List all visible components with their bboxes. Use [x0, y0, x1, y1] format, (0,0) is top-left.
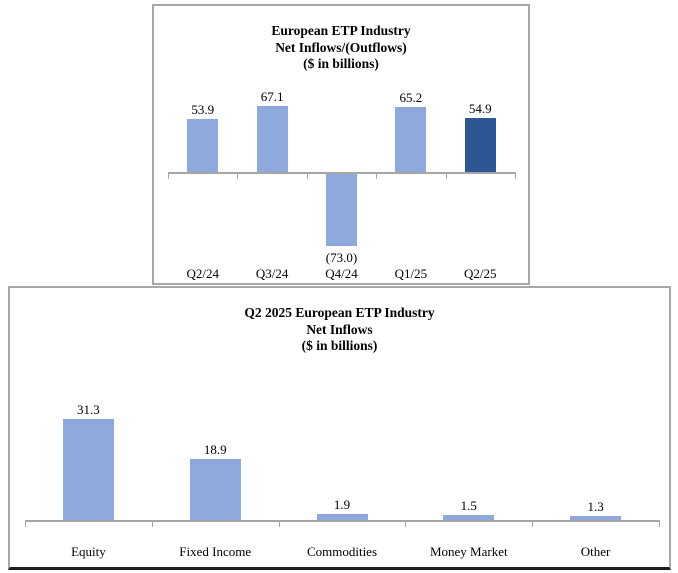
x-axis-tick	[25, 520, 26, 527]
asset-class-flows-chart-panel: Q2 2025 European ETP Industry Net Inflow…	[8, 286, 671, 570]
category-label: Other	[580, 544, 611, 559]
bar-value-label: 1.5	[460, 498, 477, 514]
bar-commodities	[316, 513, 368, 520]
chart-title-block: Q2 2025 European ETP Industry Net Inflow…	[10, 288, 669, 355]
category-label: Commodities	[306, 544, 378, 559]
x-axis-line	[168, 172, 515, 174]
asset-class-flows-plot-area: 31.3 Equity 18.9 Fixed Income 1.9 Commodities…	[10, 288, 669, 567]
x-axis-tick	[659, 520, 660, 527]
x-axis-tick	[278, 520, 280, 527]
x-axis-tick	[237, 172, 239, 179]
bar-value-label: 31.3	[77, 402, 100, 418]
bar-value-label: 54.9	[468, 100, 492, 116]
x-axis-tick	[306, 172, 308, 179]
quarterly-flows-plot-area: 53.9 Q2/24 67.1 Q3/24 (73.0) Q4/24 65.2 Q1/25 54…	[154, 6, 528, 283]
x-axis-tick	[445, 172, 447, 179]
x-axis-line	[25, 520, 659, 522]
x-axis-tick	[515, 172, 516, 179]
bar-value-label: 65.2	[399, 90, 423, 106]
bar-fixed-income	[189, 459, 241, 520]
bar-value-label: 67.1	[260, 88, 284, 104]
x-axis-tick	[405, 520, 407, 527]
chart-title-block: European ETP Industry Net Inflows/(Outfl…	[154, 6, 528, 73]
category-label: Q3/24	[255, 266, 289, 281]
bar-q2-25	[464, 117, 496, 172]
category-label: Fixed Income	[179, 544, 252, 559]
bar-q2-24	[187, 118, 219, 172]
bar-value-label: 1.3	[587, 498, 604, 514]
category-label: Q2/25	[464, 266, 497, 281]
bar-value-label: 1.9	[333, 496, 351, 512]
chart-units-label: ($ in billions)	[301, 338, 378, 353]
chart-title-line-1: Q2 2025 European ETP Industry	[244, 305, 435, 320]
x-axis-tick	[168, 172, 169, 179]
chart-title-line-1: European ETP Industry	[271, 23, 411, 38]
x-axis-tick	[532, 520, 534, 527]
category-label: Q1/25	[394, 266, 428, 281]
bar-q1-25	[395, 107, 427, 172]
x-axis-tick	[376, 172, 378, 179]
bar-q3-24	[256, 105, 288, 172]
chart-title-line-2: Net Inflows	[306, 321, 373, 337]
bar-q4-24	[326, 174, 357, 247]
x-axis-tick	[151, 520, 153, 527]
bar-value-label: 53.9	[191, 101, 215, 117]
bar-money-market	[443, 515, 495, 520]
category-label: Equity	[71, 544, 106, 559]
category-label: Q2/24	[186, 266, 219, 281]
quarterly-flows-chart-panel: European ETP Industry Net Inflows/(Outfl…	[152, 4, 530, 285]
bar-equity	[62, 419, 114, 520]
category-label: Q4/24	[325, 266, 358, 281]
category-label: Money Market	[429, 544, 508, 559]
bar-other	[570, 515, 622, 520]
bar-value-label: 18.9	[203, 442, 227, 458]
chart-units-label: ($ in billions)	[303, 56, 379, 71]
chart-title-line-2: Net Inflows/(Outflows)	[275, 39, 407, 55]
bar-value-label: (73.0)	[325, 250, 358, 266]
